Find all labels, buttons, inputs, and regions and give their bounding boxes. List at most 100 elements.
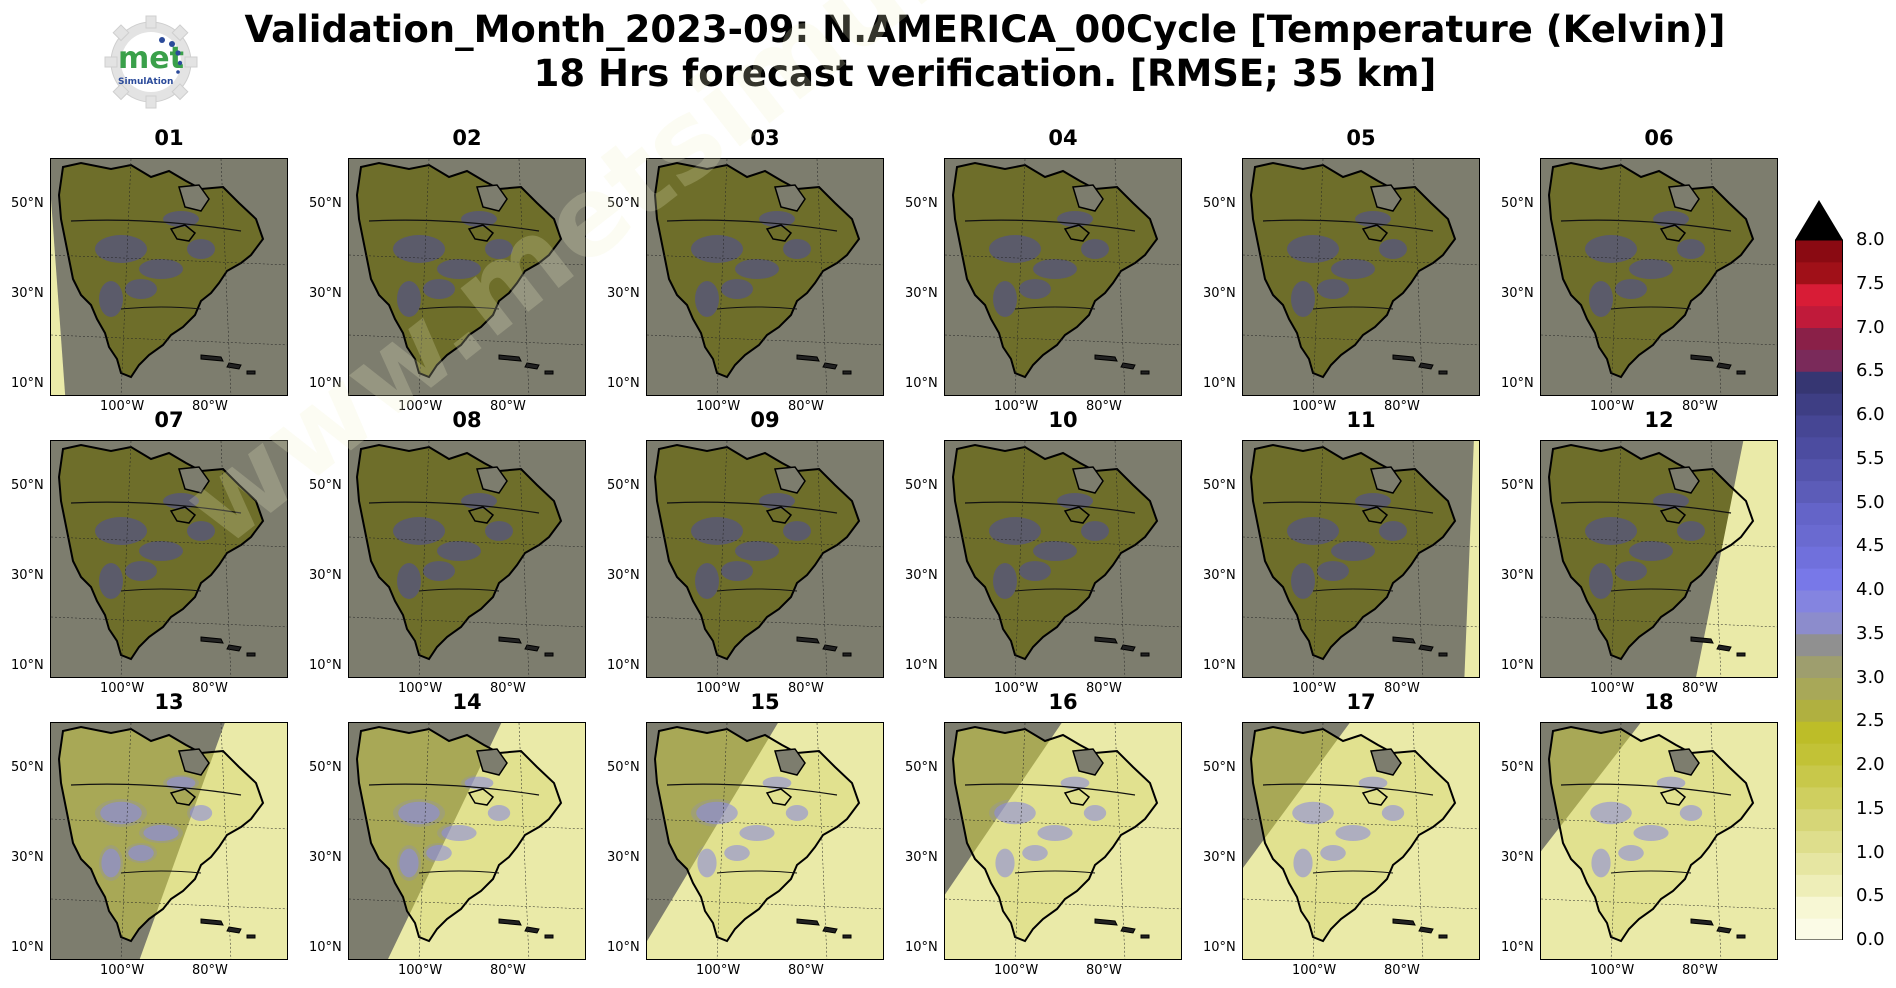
lat-tick-label: 30°N	[309, 286, 342, 301]
lat-tick-label: 10°N	[607, 658, 640, 673]
colorbar-segment	[1795, 568, 1843, 591]
lat-tick-label: 50°N	[309, 760, 342, 775]
panel-title: 07	[154, 408, 184, 432]
logo-word: met	[118, 41, 184, 76]
colorbar-tick-label: 4.5	[1856, 535, 1885, 557]
panel-title: 15	[750, 690, 780, 714]
colorbar-segment	[1795, 240, 1843, 263]
light-region	[1243, 723, 1479, 959]
lat-tick-label: 30°N	[607, 850, 640, 865]
lat-tick-label: 50°N	[1501, 196, 1534, 211]
lon-tick-label: 80°W	[490, 399, 526, 414]
colorbar-segment	[1795, 349, 1843, 372]
lat-tick-label: 30°N	[905, 850, 938, 865]
lat-tick-label: 10°N	[607, 940, 640, 955]
lat-tick-label: 50°N	[905, 760, 938, 775]
lat-tick-label: 10°N	[309, 376, 342, 391]
lon-tick-label: 80°W	[1086, 399, 1122, 414]
light-region	[1541, 723, 1777, 959]
lat-tick-label: 10°N	[1501, 658, 1534, 673]
lon-tick-label: 100°W	[1590, 963, 1635, 978]
colorbar-segment	[1795, 786, 1843, 810]
lon-tick-label: 100°W	[696, 963, 741, 978]
lat-tick-label: 10°N	[1203, 376, 1236, 391]
forecast-map-panel	[348, 440, 586, 678]
lon-tick-label: 80°W	[1086, 681, 1122, 696]
lat-tick-label: 10°N	[607, 376, 640, 391]
lon-tick-label: 80°W	[1384, 399, 1420, 414]
lon-tick-label: 100°W	[994, 963, 1039, 978]
colorbar-segment	[1795, 721, 1843, 744]
lat-tick-label: 50°N	[309, 478, 342, 493]
colorbar-tick-label: 7.5	[1856, 272, 1885, 294]
lat-tick-label: 30°N	[1501, 568, 1534, 583]
panel-title: 17	[1346, 690, 1376, 714]
colorbar-tick-label: 3.0	[1856, 666, 1885, 688]
colorbar	[1795, 200, 1843, 940]
lon-tick-label: 100°W	[1590, 681, 1635, 696]
colorbar-segment	[1795, 305, 1843, 328]
lat-tick-label: 30°N	[1501, 850, 1534, 865]
colorbar-segment	[1795, 633, 1843, 657]
lon-tick-label: 80°W	[1682, 399, 1718, 414]
lat-tick-label: 50°N	[1501, 760, 1534, 775]
panel-title: 05	[1346, 126, 1376, 150]
lat-tick-label: 30°N	[309, 850, 342, 865]
lon-tick-label: 80°W	[1086, 963, 1122, 978]
lat-tick-label: 10°N	[1203, 940, 1236, 955]
lon-tick-label: 100°W	[398, 963, 443, 978]
panel-title: 13	[154, 690, 184, 714]
colorbar-segment	[1795, 393, 1843, 416]
lon-tick-label: 100°W	[1292, 963, 1337, 978]
lat-tick-label: 10°N	[905, 658, 938, 673]
forecast-map-panel	[348, 722, 586, 960]
forecast-map-panel	[50, 722, 288, 960]
panel-title: 18	[1644, 690, 1674, 714]
lon-tick-label: 100°W	[1292, 399, 1337, 414]
lat-tick-label: 10°N	[309, 940, 342, 955]
forecast-map-panel	[646, 722, 884, 960]
forecast-map-panel	[50, 440, 288, 678]
colorbar-tick-label: 1.5	[1856, 797, 1885, 819]
colorbar-segment	[1795, 371, 1843, 394]
lon-tick-label: 100°W	[994, 681, 1039, 696]
colorbar-tick-label: 4.0	[1856, 579, 1885, 600]
panel-title: 16	[1048, 690, 1078, 714]
forecast-map-panel	[944, 722, 1182, 960]
colorbar-segment	[1795, 808, 1843, 832]
light-region	[51, 199, 66, 395]
colorbar-segment	[1795, 611, 1843, 635]
forecast-map-panel	[1540, 158, 1778, 396]
title-line-1: Validation_Month_2023-09: N.AMERICA_00Cy…	[244, 8, 1726, 51]
forecast-map-panel	[646, 440, 884, 678]
colorbar-segment	[1795, 546, 1843, 569]
panel-title: 02	[452, 126, 482, 150]
colorbar-tick-label: 7.0	[1856, 316, 1885, 338]
forecast-map-panel	[50, 158, 288, 396]
lon-tick-label: 100°W	[1590, 399, 1635, 414]
colorbar-segment	[1795, 852, 1843, 875]
colorbar-tick-label: 6.5	[1856, 360, 1885, 382]
forecast-map-panel	[1540, 722, 1778, 960]
colorbar-segment	[1795, 327, 1843, 350]
lon-tick-label: 80°W	[788, 399, 824, 414]
forecast-map-panel	[1242, 440, 1480, 678]
colorbar-segment	[1795, 415, 1843, 438]
lon-tick-label: 80°W	[490, 963, 526, 978]
colorbar-segment	[1795, 874, 1843, 897]
lon-tick-label: 100°W	[100, 399, 145, 414]
colorbar-tick-label: 5.5	[1856, 447, 1885, 469]
lat-tick-label: 30°N	[11, 850, 44, 865]
panel-title: 11	[1346, 408, 1376, 432]
lon-tick-label: 100°W	[696, 681, 741, 696]
forecast-map-panel	[944, 440, 1182, 678]
colorbar-segment	[1795, 699, 1843, 722]
lat-tick-label: 50°N	[11, 196, 44, 211]
lat-tick-label: 10°N	[11, 376, 44, 391]
met-simulation-logo: met SimulAtion	[96, 12, 206, 112]
lat-tick-label: 50°N	[1203, 478, 1236, 493]
lat-tick-label: 30°N	[607, 568, 640, 583]
colorbar-tick-label: 8.0	[1856, 229, 1885, 250]
colorbar-segment	[1795, 458, 1843, 482]
panel-title: 06	[1644, 126, 1674, 150]
